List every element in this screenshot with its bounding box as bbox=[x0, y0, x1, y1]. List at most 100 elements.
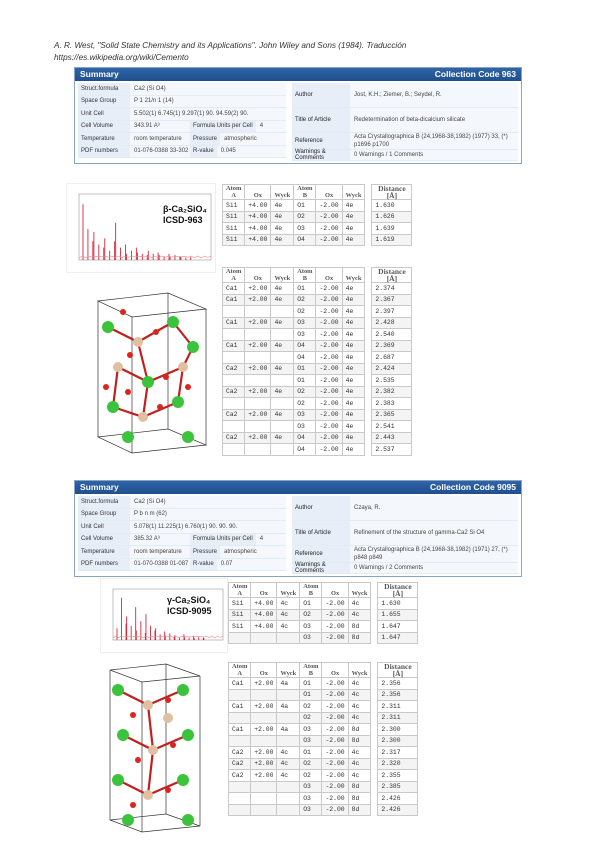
table-row: Si1 +4.00 4e O4 -2.00 4e 1.619 bbox=[221, 233, 413, 246]
field-label: Formula Units per Cell bbox=[190, 120, 256, 132]
table-cell: Ca2 bbox=[221, 408, 246, 421]
table-cell: +2.00 bbox=[244, 362, 272, 375]
column-header: Wyck bbox=[347, 662, 372, 678]
table-cell: -2.00 bbox=[315, 397, 343, 410]
table-cell: -2.00 bbox=[321, 757, 349, 770]
table-cell: +4.00 bbox=[244, 210, 272, 223]
table-cell: 1.639 bbox=[371, 222, 413, 235]
table-cell bbox=[250, 792, 278, 805]
table-cell: Ca1 bbox=[221, 339, 246, 352]
table-cell bbox=[276, 688, 301, 701]
column-header: Ox bbox=[321, 662, 349, 678]
table-cell: -2.00 bbox=[315, 305, 343, 318]
table-row: O3 -2.00 8d 2.426 bbox=[227, 792, 419, 805]
phase-label: γ-Ca₂SiO₄ ICSD-9095 bbox=[167, 595, 212, 616]
table-cell bbox=[250, 780, 278, 793]
table-cell: O4 bbox=[293, 339, 317, 352]
table-row: O4 -2.00 4e 2.537 bbox=[221, 443, 413, 456]
table-cell: Ca1 bbox=[221, 282, 246, 295]
field-label: Cell Volume bbox=[78, 120, 130, 132]
table-cell: 4c bbox=[276, 620, 301, 633]
table-cell: 4e bbox=[270, 222, 295, 235]
table-cell bbox=[250, 803, 278, 816]
table-cell: O1 bbox=[293, 282, 317, 295]
column-header: Ox bbox=[244, 267, 272, 283]
column-header: Wyck bbox=[276, 582, 301, 598]
table-cell: 4e bbox=[270, 282, 295, 295]
table-cell: 2.311 bbox=[377, 700, 419, 713]
table-cell: +2.00 bbox=[250, 746, 278, 759]
table-row: O4 -2.00 4e 2.687 bbox=[221, 351, 413, 364]
field-value: 0.045 bbox=[216, 145, 286, 157]
reference-citation: A. R. West, "Solid State Chemistry and i… bbox=[54, 40, 406, 64]
table-cell: 4e bbox=[270, 316, 295, 329]
table-cell: 4c bbox=[347, 769, 372, 782]
summary-header: Summary Collection Code 9095 bbox=[75, 481, 521, 494]
field-label: Author bbox=[292, 496, 350, 520]
table-cell: O2 bbox=[293, 293, 317, 306]
table-cell: 4a bbox=[276, 677, 301, 690]
table-row: Si1 +4.00 4c O3 -2.00 8d 1.647 bbox=[227, 620, 419, 633]
table-cell: Ca2 bbox=[227, 757, 252, 770]
field-label: Formula Units per Cell bbox=[190, 533, 256, 545]
xrd-pattern-svg bbox=[112, 588, 224, 641]
table-cell: -2.00 bbox=[315, 210, 343, 223]
table-cell: O1 bbox=[299, 677, 323, 690]
table-row: Si1 +4.00 4c O1 -2.00 4c 1.630 bbox=[227, 597, 419, 610]
table-cell bbox=[270, 328, 295, 341]
table-cell: +2.00 bbox=[250, 723, 278, 736]
table-row: O3 -2.00 8d 1.647 bbox=[227, 631, 419, 644]
table-row: Ca1 +2.00 4e O2 -2.00 4e 2.367 bbox=[221, 293, 413, 306]
table-row: O3 -2.00 8d 2.385 bbox=[227, 780, 419, 793]
field-label: Unit Cell bbox=[78, 521, 130, 533]
table-cell: 4c bbox=[347, 688, 372, 701]
table-cell: O3 bbox=[293, 222, 317, 235]
table-cell bbox=[270, 420, 295, 433]
table-row: O2 -2.00 4e 2.383 bbox=[221, 397, 413, 410]
field-value: Redetermination of beta-dicalcium silica… bbox=[350, 108, 518, 132]
table-cell: +2.00 bbox=[244, 385, 272, 398]
field-label: Cell Volume bbox=[78, 533, 130, 545]
column-header: Atom A bbox=[221, 184, 246, 200]
table-cell bbox=[250, 734, 278, 747]
table-cell: 4e bbox=[270, 362, 295, 375]
table-cell: 2.385 bbox=[377, 780, 419, 793]
reference-url: https://es.wikipedia.org/wiki/Cemento bbox=[54, 53, 189, 62]
table-cell: +2.00 bbox=[244, 431, 272, 444]
table-cell: 2.355 bbox=[377, 769, 419, 782]
table-cell: -2.00 bbox=[315, 408, 343, 421]
summary-left-column: Struct.formula Ca2 (Si O4) Space Group P b … bbox=[75, 494, 289, 576]
column-header: Ox bbox=[250, 662, 278, 678]
table-cell: 4e bbox=[341, 351, 366, 364]
table-cell bbox=[227, 780, 252, 793]
table-cell: 1.630 bbox=[377, 597, 419, 610]
table-cell: 4c bbox=[347, 757, 372, 770]
field-value: P 1 21/n 1 (14) bbox=[130, 95, 286, 107]
table-cell: -2.00 bbox=[321, 711, 349, 724]
summary-row: Cell Volume 385.32 A³ Formula Units per Ce… bbox=[78, 533, 286, 546]
field-value: P b n m (62) bbox=[130, 508, 286, 520]
table-row: Ca2 +2.00 4c O2 -2.00 4c 2.320 bbox=[227, 757, 419, 770]
column-header: Wyck bbox=[270, 184, 295, 200]
field-value: 01-076-0388 33-302 bbox=[130, 145, 190, 157]
table-cell: -2.00 bbox=[315, 374, 343, 387]
table-row: Ca2 +2.00 4e O4 -2.00 4e 2.443 bbox=[221, 431, 413, 444]
table-cell: Ca2 bbox=[227, 746, 252, 759]
column-header-distance: Distance [Å] bbox=[377, 582, 419, 598]
table-cell: -2.00 bbox=[315, 293, 343, 306]
table-cell: 4e bbox=[341, 397, 366, 410]
field-label: Temperature bbox=[78, 133, 130, 145]
column-header: Ox bbox=[250, 582, 278, 598]
field-label: Space Group bbox=[78, 95, 130, 107]
table-cell: 2.535 bbox=[371, 374, 413, 387]
table-cell: 4e bbox=[341, 222, 366, 235]
field-value: atmospheric bbox=[220, 133, 286, 145]
table-cell: -2.00 bbox=[315, 431, 343, 444]
table-cell: 2.541 bbox=[371, 420, 413, 433]
table-cell: 2.300 bbox=[377, 723, 419, 736]
table-cell: 4e bbox=[341, 385, 366, 398]
unit-cell-box bbox=[109, 663, 201, 833]
table-cell bbox=[270, 374, 295, 387]
table-cell: 2.426 bbox=[377, 803, 419, 816]
table-cell: Ca2 bbox=[221, 431, 246, 444]
